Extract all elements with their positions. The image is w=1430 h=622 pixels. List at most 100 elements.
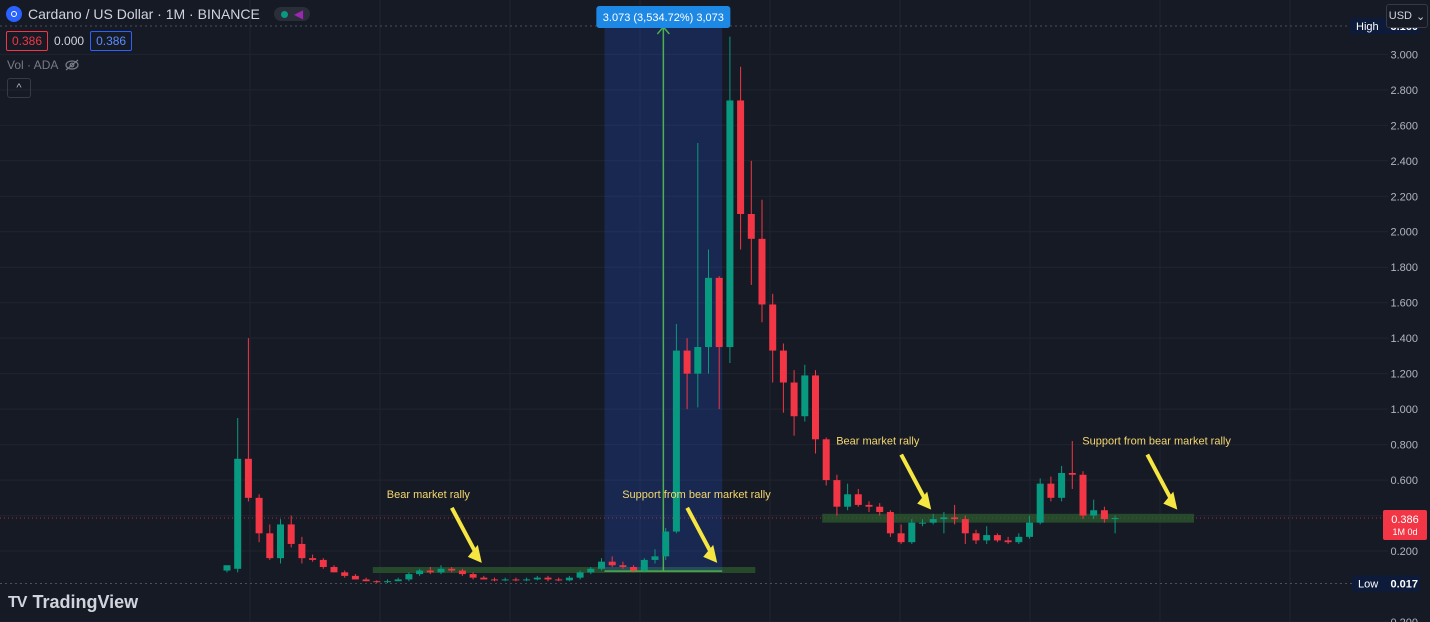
candle-body <box>491 579 498 581</box>
buy-price-box[interactable]: 0.386 <box>90 31 133 51</box>
candle-body <box>940 517 948 520</box>
low-value: 0.017 <box>1390 579 1418 591</box>
candle-body <box>1090 510 1098 516</box>
last-price-badge <box>1383 510 1427 541</box>
sell-price-box[interactable]: 0.386 <box>6 31 49 51</box>
candle-body <box>598 561 605 569</box>
y-tick-label: 2.400 <box>1390 156 1418 168</box>
y-tick-label: 2.600 <box>1390 120 1418 132</box>
annotation-label: Support from bear market rally <box>1082 436 1231 448</box>
candle-body <box>373 581 381 583</box>
candle-body <box>651 556 659 560</box>
candle-body <box>705 277 712 348</box>
candle-body <box>886 512 894 534</box>
candle-body <box>758 238 766 305</box>
candle-body <box>223 565 231 571</box>
candle-body <box>737 100 745 214</box>
annotation-label: Support from bear market rally <box>622 489 771 501</box>
candle-body <box>801 375 809 417</box>
candle-body <box>309 558 317 560</box>
candle-body <box>876 506 884 513</box>
y-tick-label: 2.800 <box>1390 85 1418 97</box>
candle-body <box>662 531 670 557</box>
annotation-arrow <box>685 506 714 556</box>
volume-legend: Vol · ADA <box>7 58 80 72</box>
symbol-title[interactable]: Cardano / US Dollar · 1M · BINANCE <box>28 6 260 22</box>
candle-body <box>244 458 252 498</box>
support-zones <box>372 513 1194 574</box>
logo-text: TradingView <box>32 592 139 612</box>
y-tick-label: 3.000 <box>1390 49 1418 61</box>
y-tick-label: −0.200 <box>1384 617 1418 622</box>
candle-body <box>1068 472 1076 475</box>
annotation-arrow <box>899 453 928 503</box>
market-status[interactable]: ◀ <box>273 7 311 21</box>
collapse-button[interactable]: ^ <box>7 78 31 98</box>
candle-body <box>747 214 755 239</box>
chevron-down-icon: ⌄ <box>1416 10 1426 23</box>
y-tick-label: 0.600 <box>1390 475 1418 487</box>
price-axis[interactable]: 3.000 2.800 2.600 2.400 2.200 2.000 1.800 1.600… <box>1350 0 1430 622</box>
candle-body <box>544 577 552 580</box>
candle-body <box>458 570 466 575</box>
candle-body <box>897 533 905 543</box>
candle-body <box>630 567 638 571</box>
candle-body <box>277 524 284 559</box>
annotation-arrowhead <box>917 491 932 510</box>
annotation-arrow <box>450 506 479 556</box>
candle-series <box>223 36 1119 583</box>
candle-body <box>822 439 830 481</box>
candle-body <box>266 533 274 559</box>
y-tick-label: 2.200 <box>1390 191 1418 203</box>
candle-body <box>533 577 541 580</box>
candle-body <box>929 519 937 523</box>
candle-body <box>234 458 242 569</box>
measure-label-box[interactable] <box>596 6 731 28</box>
replay-icon: ◀ <box>293 7 304 21</box>
annotation-label: Bear market rally <box>387 489 471 501</box>
candle-body <box>1047 483 1055 498</box>
candle-body <box>672 350 680 532</box>
candle-body <box>448 568 456 571</box>
candle-body <box>341 572 349 576</box>
market-open-dot-icon <box>280 10 288 18</box>
candle-body <box>1015 536 1023 543</box>
candle-body <box>512 579 520 581</box>
candle-body <box>298 543 306 559</box>
tradingview-logo-icon: TV <box>8 593 27 611</box>
candle-body <box>790 382 798 417</box>
annotation-arrowhead <box>703 544 718 563</box>
measure-label: 3.073 (3,534.72%) 3,073 <box>603 12 724 24</box>
candle-body <box>416 570 424 575</box>
support-zone <box>372 567 756 574</box>
candle-body <box>480 577 488 580</box>
candle-body <box>694 347 702 374</box>
candle-body <box>394 579 402 582</box>
candle-body <box>255 497 263 534</box>
candle-body <box>812 375 819 440</box>
low-label: Low <box>1358 579 1378 591</box>
candle-body <box>362 579 370 582</box>
tradingview-logo[interactable]: TV TradingView <box>8 592 138 613</box>
measure-tool[interactable]: 3.073 (3,534.72%) 3,073 <box>596 6 731 572</box>
candle-body <box>351 575 359 580</box>
eye-off-icon[interactable] <box>64 59 80 71</box>
candle-body <box>779 350 787 383</box>
candle-body <box>287 524 295 544</box>
candle-body <box>919 522 926 524</box>
high-label: High <box>1356 21 1379 33</box>
last-price-sub: 1M 0d <box>1392 527 1417 537</box>
currency-select[interactable]: USD ⌄ <box>1386 4 1428 28</box>
support-zone <box>822 513 1194 523</box>
candle-body <box>908 522 916 543</box>
y-tick-label: 0.800 <box>1390 440 1418 452</box>
currency-label: USD <box>1388 10 1412 22</box>
candle-body <box>854 494 862 505</box>
candle-body <box>961 519 969 534</box>
annotation-label: Bear market rally <box>836 436 920 448</box>
candle-body <box>1026 522 1033 537</box>
candle-body <box>330 567 338 573</box>
candle-body <box>972 533 980 541</box>
candle-body <box>726 100 734 348</box>
